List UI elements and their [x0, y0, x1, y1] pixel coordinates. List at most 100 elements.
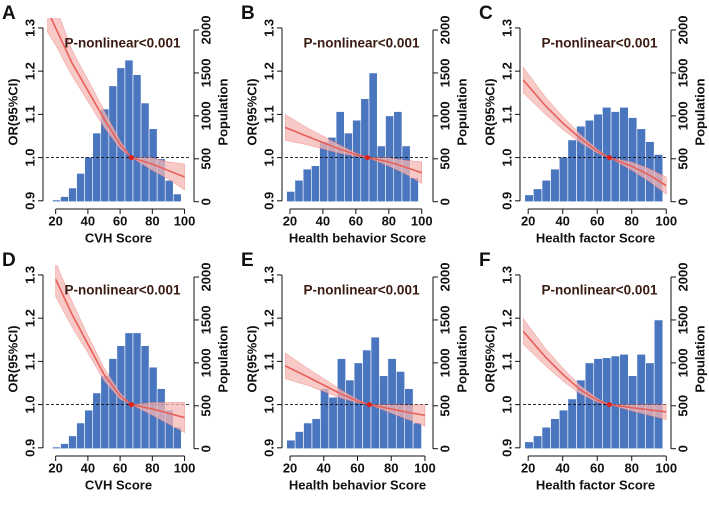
- histogram-bar: [653, 319, 664, 450]
- annotation: P-nonlinear<0.001: [65, 283, 181, 298]
- x-tick-label: 100: [655, 460, 677, 475]
- y-tick-label: 1.0: [22, 396, 37, 414]
- y-tick-label: 1.0: [261, 149, 276, 167]
- or-curve: [523, 79, 667, 187]
- x-tick-label: 80: [145, 460, 159, 475]
- panel: 20 40 60 80 100 0.9 1.0 1.1 1.2 1.3 0 500 1000 1500 20…: [479, 3, 707, 245]
- ci-band: [55, 265, 185, 434]
- x-axis-label: CVH Score: [85, 477, 152, 492]
- y2-tick-label: 500: [437, 395, 452, 417]
- histogram-bar: [140, 102, 150, 203]
- histogram-bar: [124, 332, 134, 450]
- y-tick-label: 1.2: [22, 62, 37, 80]
- x-tick-label: 100: [174, 460, 196, 475]
- histogram-bar: [610, 355, 620, 450]
- x-tick-label: 80: [384, 460, 398, 475]
- y-tick-label: 0.9: [261, 439, 276, 457]
- y2-tick-label: 500: [437, 148, 452, 170]
- reference-point: [128, 401, 134, 408]
- y2-tick-label: 0: [675, 198, 690, 205]
- histogram-bar: [336, 358, 346, 450]
- x-tick-label: 80: [625, 460, 639, 475]
- histogram-bar: [286, 439, 296, 450]
- curve-group: [523, 66, 667, 195]
- histogram-bar: [610, 111, 620, 203]
- histogram-bar: [335, 111, 345, 203]
- curve-group: [523, 317, 667, 421]
- histogram-bar: [619, 353, 629, 450]
- histogram-bar: [108, 358, 118, 450]
- y-tick-label: 1.0: [499, 396, 514, 414]
- y2-tick-label: 1000: [675, 348, 690, 377]
- histogram-bar: [533, 188, 543, 203]
- histogram-bar: [76, 422, 85, 450]
- y2-tick-label: 500: [675, 148, 690, 170]
- y2-tick-label: 1500: [198, 305, 213, 334]
- x-tick-label: 20: [521, 460, 535, 475]
- histogram-bar: [360, 98, 370, 203]
- annotation: P-nonlinear<0.001: [65, 36, 181, 51]
- histogram-bar: [286, 191, 296, 203]
- histogram-bar: [294, 179, 304, 203]
- x-tick-label: 40: [81, 460, 95, 475]
- x-axis-label: Health behavior Score: [289, 477, 426, 492]
- y-tick-label: 1.3: [499, 19, 514, 37]
- histogram-bar: [92, 132, 102, 203]
- x-tick-label: 20: [283, 460, 297, 475]
- panel: 20 40 60 80 100 0.9 1.0 1.1 1.2 1.3 0 500 1000 1500 20…: [241, 3, 469, 245]
- x-tick-label: 40: [555, 213, 569, 228]
- y2-tick-label: 1000: [198, 348, 213, 377]
- histogram-bar: [353, 362, 363, 450]
- y2-tick-label: 500: [198, 395, 213, 417]
- histogram-bar: [303, 422, 313, 450]
- x-tick-label: 40: [317, 460, 331, 475]
- y-axis-label: OR(95%CI): [244, 325, 259, 392]
- histogram-bar: [619, 106, 629, 203]
- x-tick-label: 60: [350, 460, 364, 475]
- y-tick-label: 1.0: [22, 149, 37, 167]
- x-tick-label: 20: [48, 460, 62, 475]
- curve-group: [47, 18, 185, 191]
- histogram-bar: [132, 332, 142, 450]
- y2-tick-label: 1000: [675, 101, 690, 130]
- histogram-bar: [627, 117, 638, 203]
- y-axis-label: OR(95%CI): [5, 325, 20, 392]
- histogram-bar: [387, 358, 397, 450]
- histogram-bar: [76, 173, 85, 203]
- curve-group: [285, 114, 423, 184]
- y2-axis-label: Population: [215, 78, 230, 145]
- histogram-bar: [68, 435, 77, 450]
- x-tick-label: 100: [411, 213, 433, 228]
- y2-tick-label: 1000: [198, 101, 213, 130]
- x-axis-label: Health behavior Score: [289, 230, 426, 245]
- histogram-bar: [541, 179, 551, 203]
- histogram-bar: [567, 398, 577, 450]
- x-tick-label: 80: [382, 213, 396, 228]
- y-tick-label: 0.9: [499, 192, 514, 210]
- histogram-bar: [320, 388, 330, 450]
- reference-point: [128, 154, 134, 161]
- y2-tick-label: 1500: [675, 305, 690, 334]
- x-tick-label: 60: [113, 460, 127, 475]
- y-tick-label: 1.1: [499, 105, 514, 123]
- histogram-bar: [533, 435, 543, 450]
- y2-axis-label: Population: [215, 325, 230, 392]
- histogram-bar: [584, 362, 595, 450]
- y-tick-label: 1.1: [261, 352, 276, 370]
- histogram-bar: [409, 177, 419, 203]
- x-tick-label: 40: [81, 213, 95, 228]
- or-curve: [285, 364, 426, 417]
- histogram-bar: [52, 446, 61, 450]
- histogram-bar: [164, 179, 174, 203]
- histogram-bar: [368, 72, 378, 203]
- x-tick-label: 20: [48, 213, 62, 228]
- x-tick-label: 40: [316, 213, 330, 228]
- histogram-bar: [172, 193, 182, 203]
- annotation: P-nonlinear<0.001: [542, 283, 658, 298]
- x-axis-label: Health factor Score: [536, 477, 655, 492]
- y-axis-label: OR(95%CI): [482, 325, 497, 392]
- histogram-bar: [311, 165, 320, 203]
- y2-tick-label: 2000: [675, 16, 690, 45]
- reference-point: [606, 154, 612, 161]
- histogram-bar: [584, 119, 595, 203]
